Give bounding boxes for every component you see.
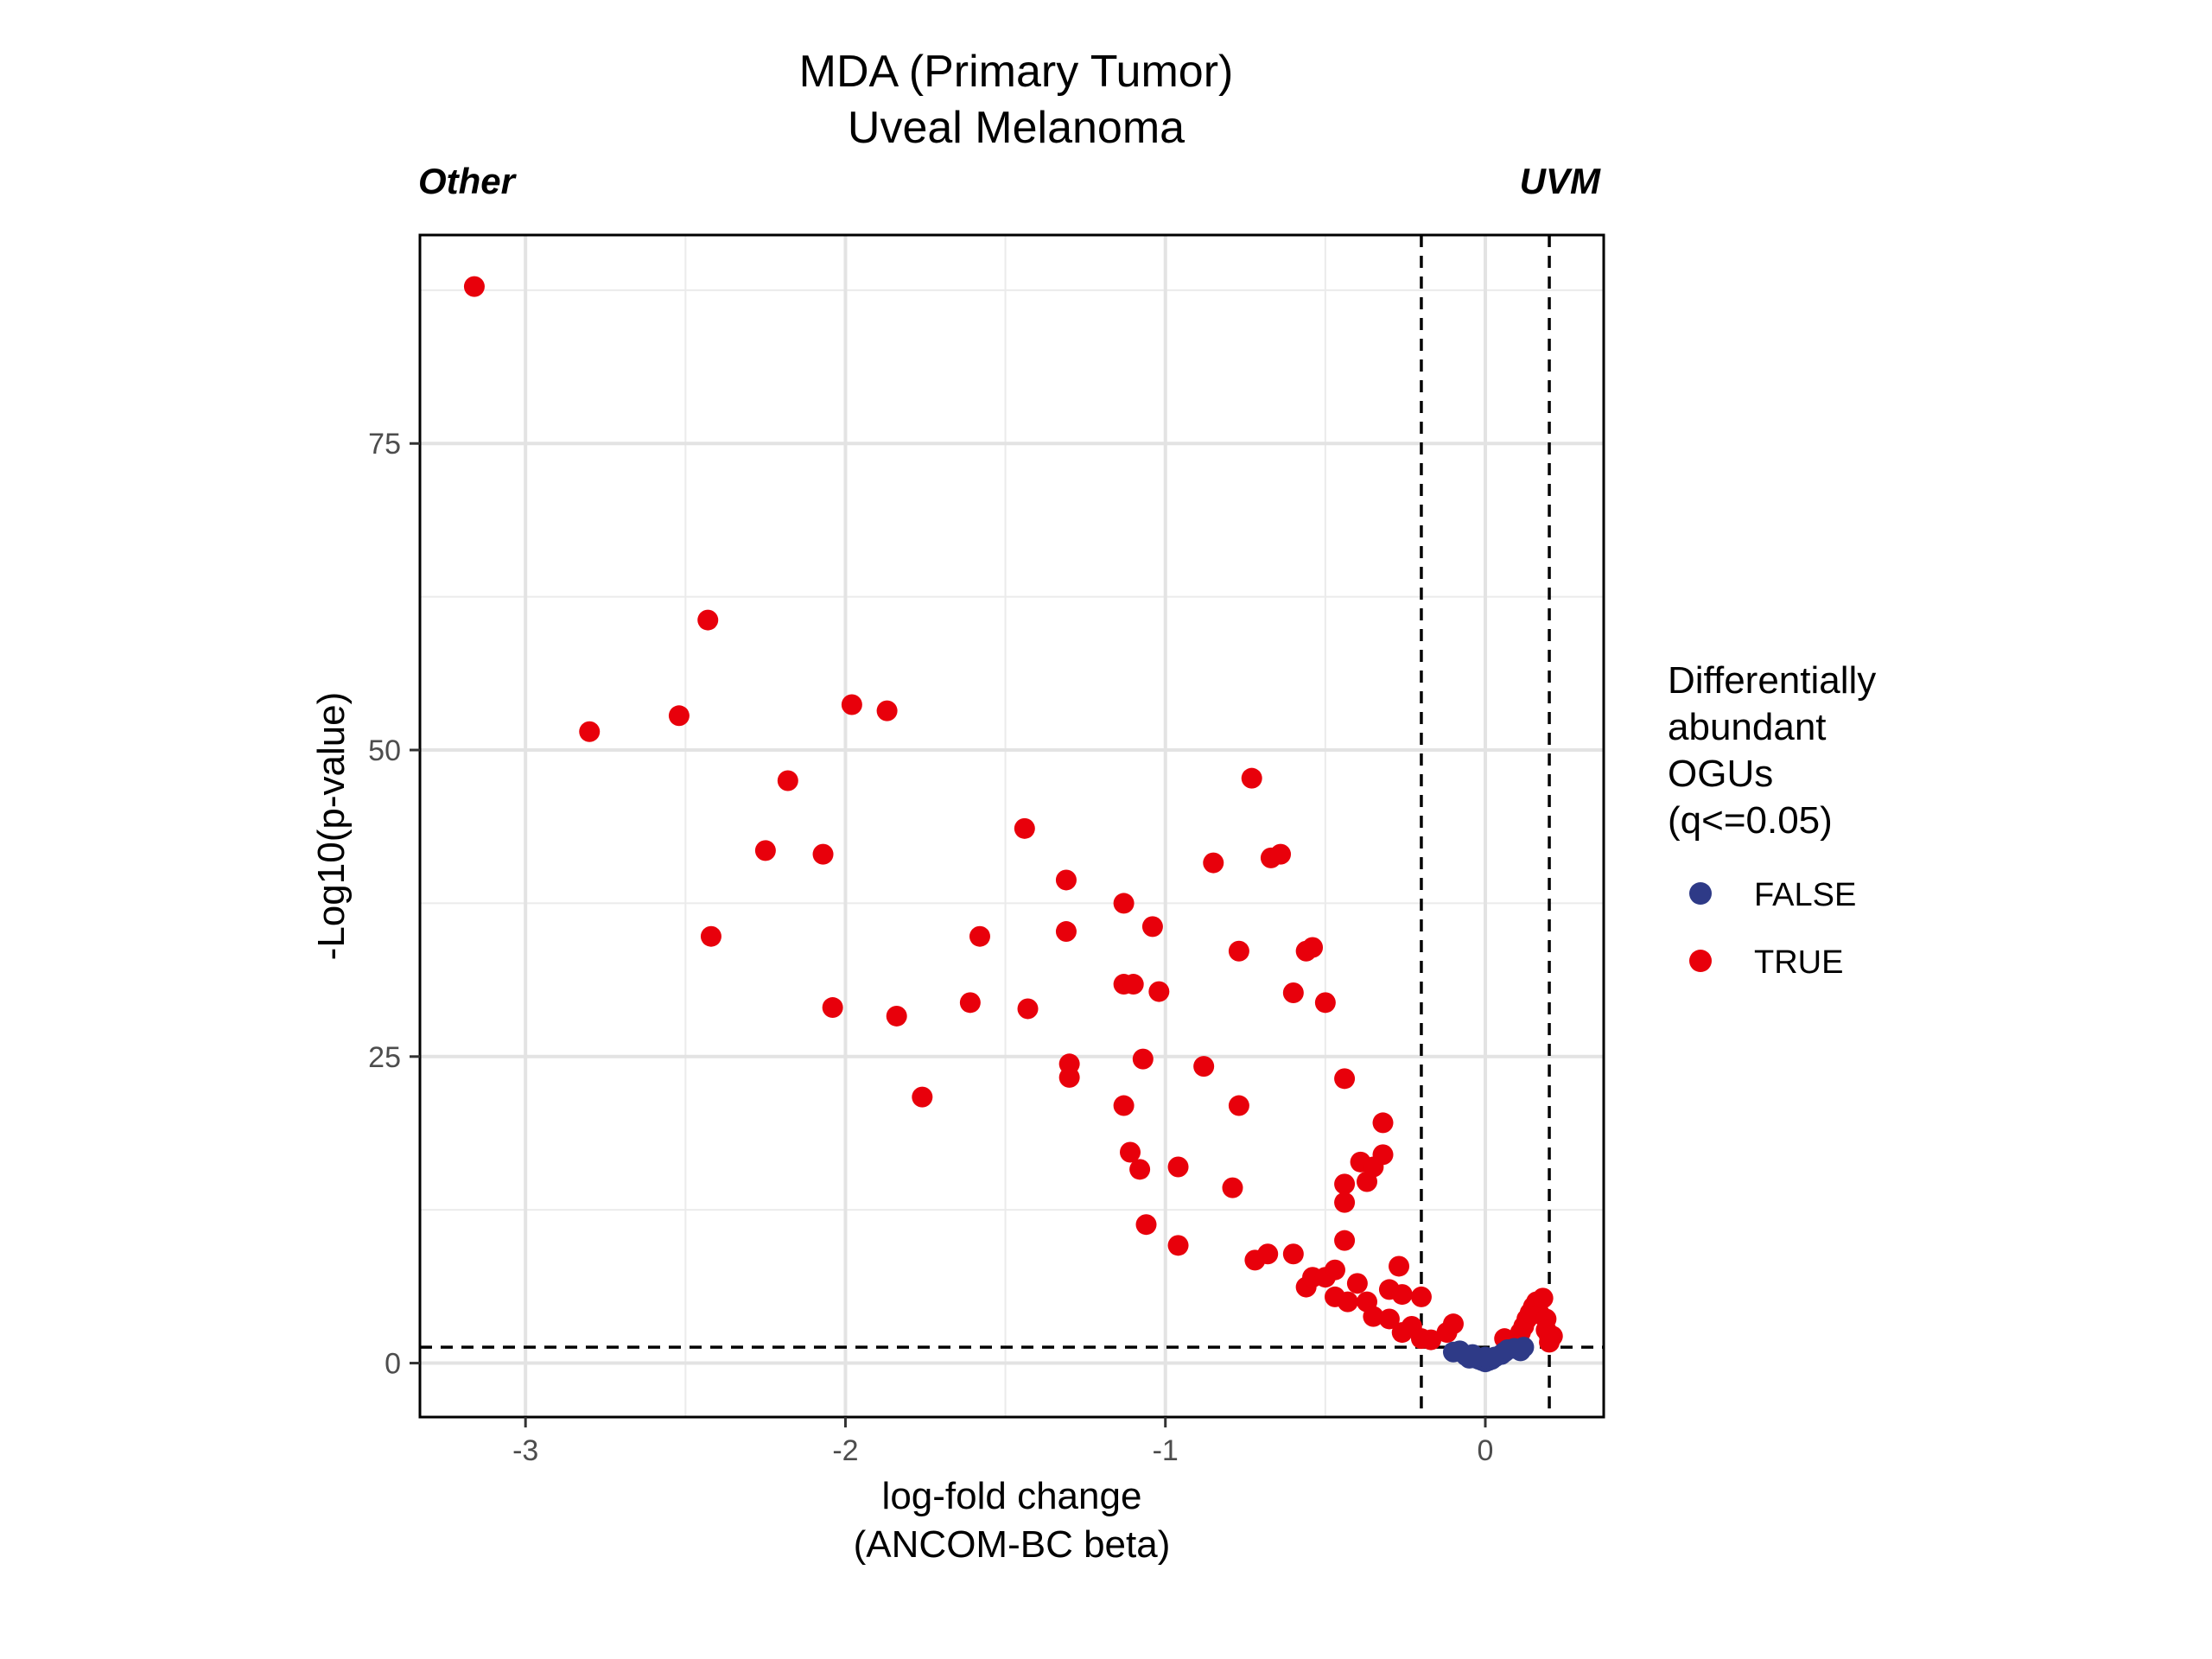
data-points (463, 276, 1563, 1373)
data-point-true (1132, 1048, 1154, 1070)
data-point-true (1141, 916, 1163, 938)
data-point-true (700, 925, 721, 947)
data-point-true (1055, 921, 1077, 943)
data-point-true (1391, 1284, 1413, 1306)
data-point-true (1421, 1329, 1442, 1351)
legend-title-line-4: (q<=0.05) (1668, 799, 1833, 842)
data-point-true (1389, 1255, 1410, 1277)
data-point-true (812, 843, 834, 865)
y-axis-label: -Log10(p-value) (310, 692, 353, 961)
data-point-true (1241, 767, 1262, 789)
x-axis-label: log-fold change (882, 1475, 1142, 1517)
data-point-true (1324, 1259, 1345, 1281)
data-point-true (1222, 1177, 1243, 1198)
data-point-false (1459, 1347, 1480, 1369)
x-tick-label: -3 (512, 1434, 538, 1467)
x-axis-label-line2: (ANCOM-BC beta) (854, 1523, 1171, 1566)
data-point-true (1228, 940, 1249, 962)
data-point-true (1017, 998, 1039, 1020)
x-tick-label: -2 (832, 1434, 858, 1467)
data-point-true (1113, 1095, 1135, 1116)
data-point-true (1372, 1144, 1394, 1166)
data-point-true (1532, 1287, 1554, 1309)
data-point-true (912, 1086, 933, 1108)
data-point-true (1135, 1214, 1157, 1236)
data-point-true (1167, 1235, 1189, 1256)
data-point-true (1282, 982, 1304, 1003)
data-point-true (463, 276, 485, 297)
grid-lines (420, 235, 1604, 1417)
chart-subtitle: Uveal Melanoma (848, 103, 1185, 153)
plot-panel-border (418, 233, 1605, 1419)
data-point-true (969, 925, 990, 947)
data-point-false (1513, 1337, 1535, 1358)
data-point-true (1203, 852, 1224, 874)
legend-label-true: TRUE (1754, 944, 1843, 981)
data-point-true (1058, 1066, 1080, 1088)
data-point-true (1363, 1306, 1384, 1327)
data-point-true (1282, 1243, 1304, 1265)
data-point-true (1122, 974, 1144, 995)
left-annotation: Other (418, 161, 518, 201)
data-point-true (1228, 1095, 1249, 1116)
data-point-true (579, 721, 601, 742)
legend-key-false (1689, 882, 1712, 905)
legend-title-line-2: abundant (1668, 706, 1827, 748)
data-point-true (1442, 1313, 1464, 1335)
data-point-false (1475, 1346, 1496, 1368)
data-point-true (777, 770, 798, 791)
series-true (463, 276, 1563, 1353)
data-point-true (1257, 1243, 1279, 1265)
data-point-true (1167, 1156, 1189, 1178)
data-point-true (1334, 1230, 1356, 1251)
data-point-true (1410, 1286, 1432, 1307)
data-point-true (1193, 1056, 1215, 1077)
y-tick-label: 50 (368, 734, 401, 767)
data-point-true (754, 840, 776, 861)
data-point-true (1372, 1112, 1394, 1134)
data-point-true (1055, 869, 1077, 891)
series-false (1442, 1337, 1535, 1373)
data-point-true (697, 609, 719, 631)
legend-key-true (1689, 950, 1712, 972)
data-point-true (822, 997, 843, 1019)
x-tick-label: 0 (1478, 1434, 1494, 1467)
data-point-true (959, 992, 981, 1014)
y-tick-label: 75 (368, 428, 401, 461)
data-point-true (841, 694, 862, 715)
data-point-true (1302, 937, 1324, 958)
legend: Differentially abundant OGUs (q<=0.05) F… (1668, 659, 1876, 981)
data-point-true (886, 1005, 907, 1027)
data-point-true (1129, 1159, 1151, 1180)
data-point-true (1346, 1273, 1368, 1294)
data-point-true (1014, 817, 1035, 839)
data-point-true (876, 700, 898, 721)
legend-label-false: FALSE (1754, 877, 1856, 913)
x-tick-label: -1 (1153, 1434, 1179, 1467)
data-point-true (668, 705, 690, 727)
data-point-true (1270, 843, 1292, 865)
data-point-true (1334, 1192, 1356, 1213)
reference-lines (420, 235, 1604, 1417)
axes: -3 -2 -1 0 0 25 50 75 (368, 428, 1493, 1467)
data-point-true (1337, 1291, 1358, 1313)
data-point-true (1334, 1068, 1356, 1090)
data-point-true (1334, 1173, 1356, 1195)
data-point-true (1113, 893, 1135, 914)
data-point-true (1378, 1308, 1400, 1330)
y-tick-label: 0 (385, 1348, 401, 1381)
data-point-true (1541, 1325, 1563, 1347)
right-annotation: UVM (1520, 161, 1601, 201)
chart-title: MDA (Primary Tumor) (799, 47, 1234, 97)
data-point-true (1120, 1141, 1141, 1163)
data-point-true (1314, 992, 1336, 1014)
y-tick-label: 25 (368, 1041, 401, 1074)
legend-title-line-3: OGUs (1668, 753, 1773, 795)
legend-title-line-1: Differentially (1668, 659, 1876, 702)
data-point-true (1148, 981, 1170, 1002)
